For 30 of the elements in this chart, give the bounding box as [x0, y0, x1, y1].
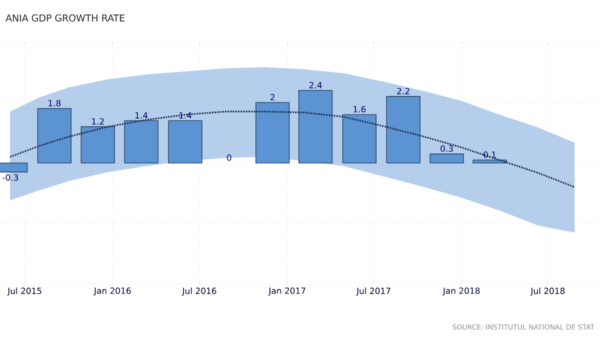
data-label: 1.4 [136, 112, 148, 118]
data-label: 1.6 [354, 106, 366, 112]
bar [255, 102, 290, 164]
bar [37, 108, 72, 164]
data-label: 2.2 [397, 88, 410, 94]
bar [124, 120, 158, 164]
data-label: 1.2 [92, 118, 104, 125]
x-tick-label: Jan 2017 [268, 288, 306, 296]
data-label: -0.3 [2, 174, 18, 181]
bar [168, 120, 202, 164]
data-label: 1.8 [48, 100, 61, 106]
data-label: 0.1 [484, 151, 496, 158]
data-label: 0.3 [440, 145, 453, 152]
x-tick-label: Jan 2018 [442, 288, 480, 296]
x-tick-label: Jul 2018 [530, 288, 565, 296]
data-label: 2.4 [309, 82, 322, 88]
bar [472, 160, 507, 164]
x-tick-label: Jul 2016 [182, 288, 216, 296]
bar [342, 114, 377, 164]
data-label: 2 [270, 94, 274, 100]
data-label: 0 [226, 154, 232, 161]
bar [386, 96, 420, 164]
x-tick-label: Jul 2017 [356, 288, 390, 296]
data-label: 1.4 [179, 112, 192, 118]
bar [430, 154, 464, 164]
x-tick-label: Jul 2015 [7, 288, 42, 296]
bar [298, 90, 333, 164]
bar [80, 126, 115, 164]
x-tick-label: Jan 2016 [94, 288, 131, 296]
chart-title: ANIA GDP GROWTH RATE [6, 14, 124, 22]
